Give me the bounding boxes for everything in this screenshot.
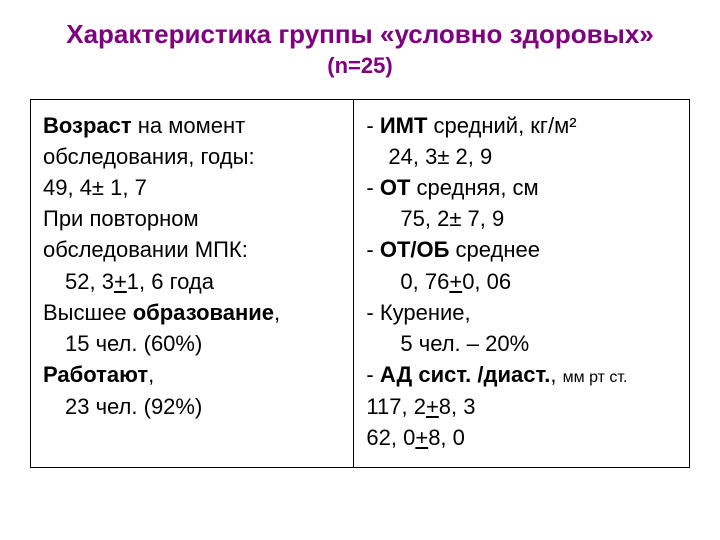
bmi-label: - ИМТ средний, кг/м² [366,110,677,141]
bp2-pm: + [415,425,428,450]
bp-pre: - [366,362,379,387]
bp-post: , [550,362,562,387]
bp-units: мм рт ст. [563,369,628,386]
slide: Характеристика группы «условно здоровых»… [0,0,720,540]
bp1-pre: 117, 2 [366,394,426,419]
left-column: Возраст на момент обследования, годы: 49… [30,99,353,469]
otob-value-pm: + [449,269,462,294]
edu-value: 15 чел. (60%) [43,328,341,359]
work-label: Работают, [43,359,341,390]
age-label-bold: Возраст [43,113,132,138]
bp-bold: АД сист. /диаст. [380,362,551,387]
otob-label: - ОТ/ОБ среднее [366,234,677,265]
mpk-value-post: 1, 6 года [127,269,214,294]
age-label: Возраст на момент обследования, годы: [43,110,341,172]
edu-label: Высшее образование, [43,297,341,328]
slide-subtitle: (n=25) [30,53,690,79]
bp1-post: 8, 3 [439,394,476,419]
ot-post: средняя, см [410,175,538,200]
ot-value: 75, 2± 7, 9 [366,203,677,234]
ot-bold: ОТ [380,175,411,200]
bp1-pm: + [426,394,439,419]
otob-value-post: 0, 06 [462,269,511,294]
right-column: - ИМТ средний, кг/м² 24, 3± 2, 9 - ОТ ср… [353,99,690,469]
otob-value: 0, 76+0, 06 [366,266,677,297]
bp-value-1: 117, 2+8, 3 [366,391,677,422]
bp-label: - АД сист. /диаст., мм рт ст. [366,359,677,390]
ot-label: - ОТ средняя, см [366,172,677,203]
mpk-value-pm: + [114,269,127,294]
otob-bold: ОТ/ОБ [380,237,450,262]
edu-post: , [274,300,280,325]
edu-bold: образование [133,300,274,325]
bmi-bold: ИМТ [380,113,428,138]
age-value: 49, 4± 1, 7 [43,172,341,203]
otob-post: среднее [449,237,540,262]
otob-pre: - [366,237,379,262]
smoke-label: - Курение, [366,297,677,328]
bp2-post: 8, 0 [428,425,465,450]
bp-value-2: 62, 0+8, 0 [366,422,677,453]
work-post: , [148,362,154,387]
content-columns: Возраст на момент обследования, годы: 49… [30,99,690,469]
bmi-pre: - [366,113,379,138]
work-bold: Работают [43,362,148,387]
edu-pre: Высшее [43,300,133,325]
work-value: 23 чел. (92%) [43,391,341,422]
bmi-value: 24, 3± 2, 9 [366,141,677,172]
ot-pre: - [366,175,379,200]
bp2-pre: 62, 0 [366,425,415,450]
bmi-post: средний, кг/м² [427,113,576,138]
mpk-value-pre: 52, 3 [65,269,114,294]
smoke-value: 5 чел. – 20% [366,328,677,359]
mpk-value: 52, 3+1, 6 года [43,266,341,297]
otob-value-pre: 0, 76 [400,269,449,294]
mpk-intro: При повторном обследовании МПК: [43,203,341,265]
slide-title: Характеристика группы «условно здоровых» [30,18,690,51]
